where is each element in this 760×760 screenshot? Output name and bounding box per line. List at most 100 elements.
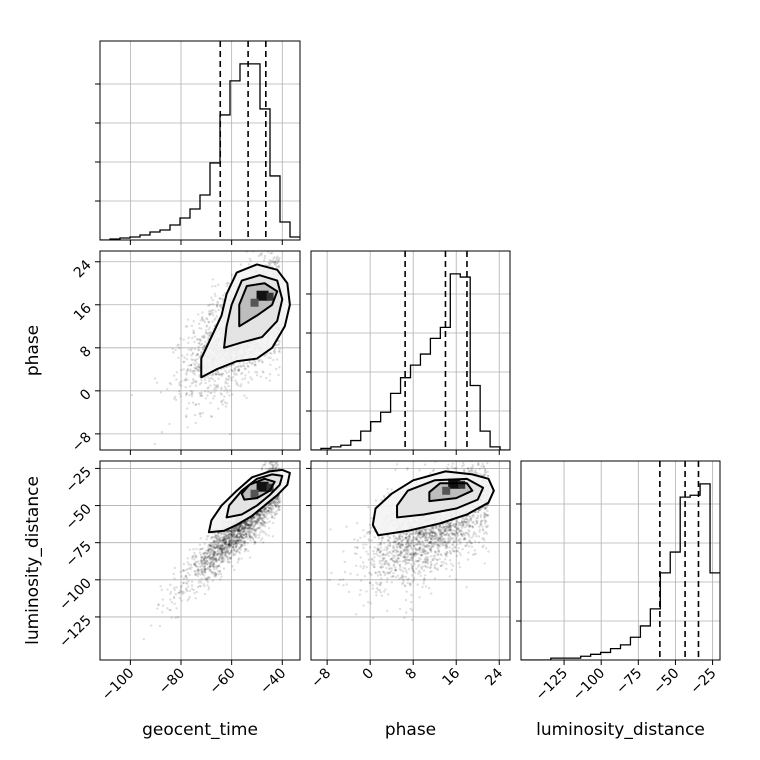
scatter-point: [228, 543, 231, 546]
scatter-point: [219, 388, 223, 391]
scatter-point: [258, 513, 261, 517]
scatter-point: [225, 366, 229, 369]
scatter-point: [261, 537, 264, 540]
scatter-point: [221, 403, 224, 406]
scatter-point: [202, 319, 205, 322]
scatter-point: [213, 565, 216, 569]
scatter-point: [218, 539, 222, 542]
scatter-point: [238, 536, 241, 539]
scatter-point: [216, 554, 219, 557]
scatter-point: [253, 516, 256, 519]
scatter-point: [197, 570, 200, 573]
scatter-point: [191, 351, 195, 355]
scatter-point: [220, 374, 223, 377]
scatter-point: [185, 373, 188, 376]
scatter-point: [211, 552, 215, 556]
scatter-point: [267, 526, 271, 530]
scatter-point: [230, 537, 233, 541]
scatter-point: [262, 463, 265, 466]
scatter-point: [256, 516, 259, 520]
scatter-point: [207, 386, 210, 389]
scatter-point: [244, 527, 248, 530]
scatter-point: [227, 542, 230, 546]
scatter-point: [244, 521, 248, 524]
panel-border: [99, 250, 301, 451]
scatter-point: [192, 562, 196, 566]
scatter-point: [185, 392, 188, 395]
scatter-point: [220, 543, 223, 546]
scatter-point: [214, 557, 218, 560]
scatter-point: [275, 232, 277, 234]
scatter-point: [192, 588, 196, 592]
scatter-point: [241, 535, 244, 538]
scatter-point: [219, 572, 223, 576]
scatter-point: [221, 556, 225, 559]
scatter-point: [243, 365, 246, 368]
scatter-point: [257, 519, 260, 523]
scatter-point: [184, 574, 188, 578]
scatter-point: [270, 352, 273, 355]
scatter-point: [247, 525, 250, 528]
scatter-point: [212, 541, 215, 544]
scatter-point: [223, 541, 226, 545]
scatter-point: [180, 590, 184, 594]
scatter-point: [194, 384, 198, 387]
scatter-point: [253, 529, 257, 532]
scatter-point: [206, 387, 209, 390]
scatter-point: [262, 508, 266, 512]
scatter-point: [173, 374, 176, 377]
scatter-point: [253, 516, 256, 519]
scatter-point: [269, 504, 272, 507]
scatter-point: [213, 542, 217, 545]
scatter-point: [270, 513, 273, 516]
scatter-point: [237, 557, 241, 560]
scatter-point: [270, 516, 274, 519]
scatter-point: [241, 544, 244, 547]
scatter-point: [212, 314, 215, 317]
scatter-point: [240, 383, 243, 386]
scatter-point: [198, 562, 201, 565]
scatter-point: [379, 555, 382, 558]
scatter-point: [260, 511, 263, 515]
scatter-point: [268, 502, 271, 506]
scatter-point: [250, 536, 253, 539]
scatter-point: [197, 366, 201, 370]
scatter-point: [227, 546, 230, 549]
scatter-point: [237, 526, 241, 529]
scatter-point: [243, 526, 246, 530]
scatter-point: [241, 526, 244, 530]
scatter-point: [224, 533, 228, 537]
scatter-point: [221, 544, 224, 547]
scatter-point: [202, 558, 206, 562]
scatter-point: [233, 528, 236, 532]
scatter-point: [198, 337, 201, 341]
scatter-point: [212, 550, 216, 553]
scatter-point: [160, 588, 164, 592]
scatter-point: [228, 542, 232, 545]
scatter-point: [218, 565, 221, 568]
scatter-point: [251, 536, 254, 540]
scatter-point: [271, 535, 275, 538]
scatter-point: [242, 526, 245, 529]
scatter-point: [243, 550, 247, 553]
scatter-point: [235, 544, 238, 548]
scatter-point: [215, 315, 219, 318]
scatter-point: [253, 363, 257, 366]
scatter-point: [205, 324, 209, 327]
scatter-point: [234, 529, 237, 533]
scatter-point: [239, 365, 243, 368]
scatter-point: [207, 320, 210, 324]
scatter-point: [267, 261, 271, 264]
scatter-point: [208, 379, 211, 383]
scatter-point: [212, 553, 215, 557]
scatter-point: [235, 545, 238, 548]
scatter-point: [245, 520, 249, 523]
scatter-point: [218, 544, 221, 547]
scatter-point: [192, 329, 195, 332]
scatter-point: [196, 352, 199, 356]
scatter-point: [275, 504, 278, 508]
scatter-point: [187, 563, 191, 566]
scatter-point: [169, 598, 172, 601]
scatter-point: [207, 321, 211, 324]
panel-border: [310, 250, 511, 451]
